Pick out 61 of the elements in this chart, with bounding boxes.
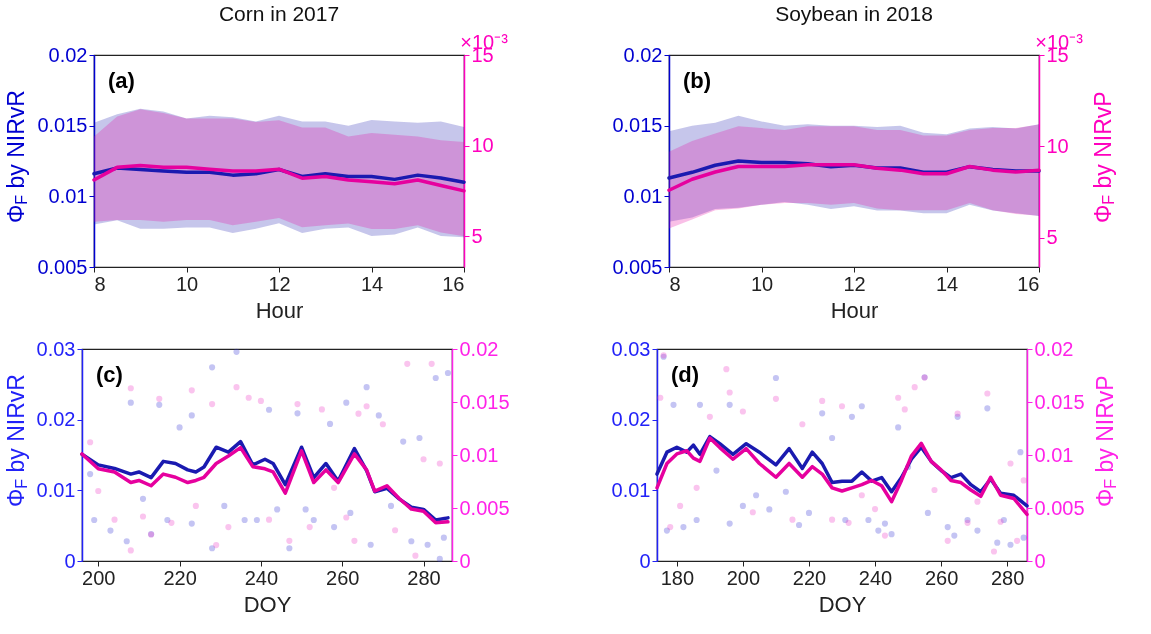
y-tick-label: 0.01	[623, 184, 663, 207]
y-tick-label: 0.02	[48, 43, 88, 66]
x-tick-label: 260	[924, 566, 959, 589]
y-tick-label: 0.01	[48, 184, 88, 207]
x-tick-label: 12	[268, 272, 291, 295]
y-tick-label: 0	[639, 549, 651, 572]
y2-tick-label: 0	[459, 549, 471, 572]
x-tick-label: 14	[360, 272, 384, 295]
x-tick-label: 200	[726, 566, 761, 589]
x-tick-label: 240	[858, 566, 893, 589]
y-tick-label: 0.02	[623, 43, 663, 66]
annotation: (c)	[96, 362, 123, 387]
y2-tick-label: 10	[471, 134, 494, 157]
annotation: (d)	[671, 362, 700, 387]
chart-title: Corn in 2017	[218, 2, 340, 25]
y-tick-label: 0.005	[37, 255, 88, 278]
y-tick-label: 0.015	[612, 114, 663, 137]
x-tick-label: 240	[244, 566, 279, 589]
y2-tick-label: 0.01	[1034, 443, 1074, 466]
x-tick-label: 220	[792, 566, 827, 589]
y2-tick-label: 0.02	[459, 337, 499, 360]
y-tick-label: 0.02	[611, 408, 651, 431]
y2-tick-label: 0	[1034, 549, 1046, 572]
x-tick-label: 16	[1017, 272, 1040, 295]
x-tick-label: 280	[407, 566, 441, 589]
y-tick-label: 0.02	[36, 408, 76, 431]
x-axis-title: Hour	[830, 297, 879, 323]
x-tick-label: 10	[175, 272, 199, 295]
x-tick-label: 260	[326, 566, 360, 589]
y2-tick-label: 5	[1046, 226, 1058, 249]
x-tick-label: 200	[82, 566, 116, 589]
y-tick-label: 0.015	[37, 114, 88, 137]
x-axis-title: DOY	[243, 591, 292, 617]
y2-tick-label: 0.02	[1034, 337, 1074, 360]
y2-tick-label: 0.015	[1034, 390, 1085, 413]
y2-tick-label: 5	[471, 224, 483, 247]
x-axis-title: DOY	[818, 591, 867, 617]
x-tick-label: 8	[94, 272, 106, 295]
y-tick-label: 0	[64, 549, 76, 572]
annotation: (a)	[108, 68, 135, 93]
x-axis-title: Hour	[255, 297, 304, 323]
y-tick-label: 0.03	[611, 337, 651, 360]
y2-tick-label: 0.005	[1034, 496, 1085, 519]
x-tick-label: 12	[843, 272, 866, 295]
x-tick-label: 180	[660, 566, 695, 589]
x-tick-label: 14	[935, 272, 959, 295]
y2-tick-label: 0.015	[459, 390, 510, 413]
x-tick-label: 220	[163, 566, 197, 589]
y-tick-label: 0.03	[36, 337, 76, 360]
annotation: (b)	[683, 68, 712, 93]
x-tick-label: 10	[750, 272, 774, 295]
y-tick-label: 0.005	[612, 255, 663, 278]
y2-tick-label: 0.01	[459, 443, 499, 466]
x-tick-label: 280	[990, 566, 1025, 589]
y-tick-label: 0.01	[36, 478, 76, 501]
y-tick-label: 0.01	[611, 478, 651, 501]
y2-tick-label: 0.005	[459, 496, 510, 519]
y2-tick-label: 10	[1046, 134, 1069, 157]
x-tick-label: 16	[442, 272, 465, 295]
x-tick-label: 8	[669, 272, 681, 295]
chart-title: Soybean in 2018	[775, 2, 933, 25]
